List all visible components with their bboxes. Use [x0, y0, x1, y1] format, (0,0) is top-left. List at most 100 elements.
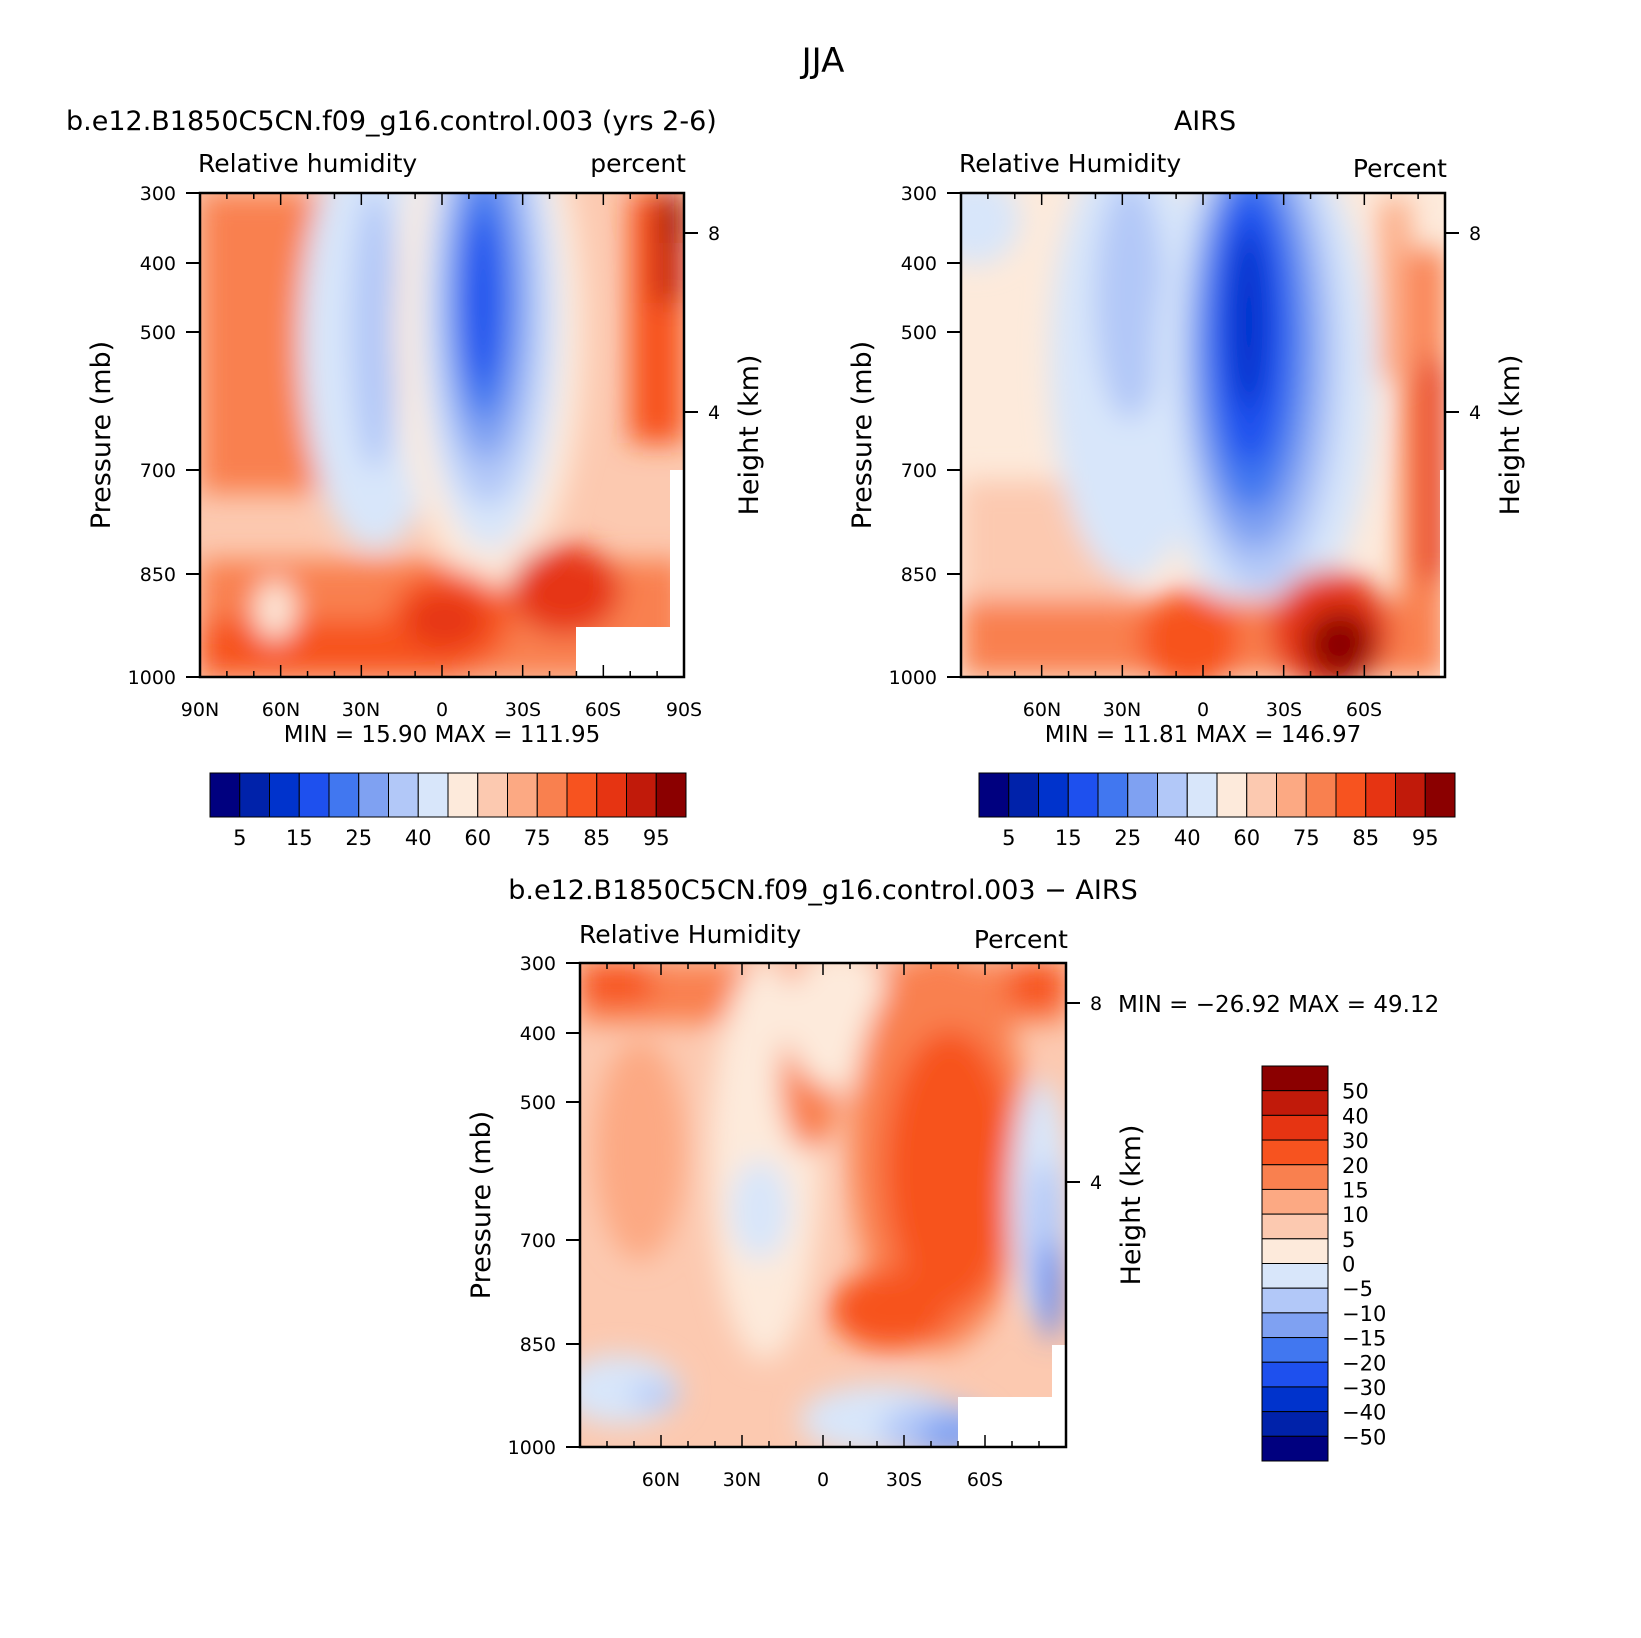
panel-diff-units-label: Percent [974, 925, 1068, 954]
panel-left-ytick-500: 500 [140, 322, 176, 344]
panel-right-ytick-850: 850 [901, 564, 937, 586]
panel-left-xtick-0: 0 [436, 699, 448, 721]
panel-left-xtick-60n: 60N [262, 699, 300, 721]
panel-diff-colorbar-swatch [1261, 1312, 1329, 1339]
panel-diff-colorbar-label: −20 [1342, 1351, 1386, 1375]
panel-left-ytick-1000: 1000 [128, 667, 176, 689]
panel-diff-colorbar-label: −40 [1342, 1401, 1386, 1425]
panel-left-colorbar-swatch [269, 772, 300, 818]
panel-difference: b.e12.B1850C5CN.f09_g16.control.003 − AI… [466, 875, 1439, 1491]
panel-diff-xtick-60n: 60N [642, 1469, 680, 1491]
panel-left-colorbar-label: 15 [286, 826, 313, 850]
panel-left-model: b.e12.B1850C5CN.f09_g16.control.003 (yrs… [66, 106, 765, 850]
panel-right-colorbar-swatch [1067, 772, 1099, 818]
panel-left-colorbar: 5 15 25 40 60 75 85 95 [209, 772, 687, 850]
panel-diff-ytick-700: 700 [520, 1230, 556, 1252]
panel-right-colorbar-swatch [1395, 772, 1426, 818]
panel-diff-colorbar-swatch [1261, 1337, 1329, 1363]
panel-diff-colorbar-swatch [1261, 1263, 1329, 1289]
panel-right-colorbar-swatch [1127, 772, 1158, 818]
panel-diff-colorbar-swatch [1261, 1386, 1329, 1413]
panel-right-y2tick-4: 4 [1469, 402, 1481, 424]
panel-diff-colorbar-swatch [1261, 1065, 1329, 1092]
panel-left-colorbar-swatch [536, 772, 568, 818]
page-title: JJA [800, 41, 845, 81]
panel-left-y2tick-4: 4 [708, 402, 720, 424]
panel-diff-colorbar-swatch [1261, 1361, 1329, 1388]
panel-diff-y-ticks: 300 400 500 700 850 1000 [508, 953, 580, 1459]
panel-left-colorbar-swatch [655, 772, 687, 818]
panel-left-y2-axis-label: Height (km) [734, 355, 765, 516]
panel-right-variable-label: Relative Humidity [959, 149, 1181, 178]
panel-diff-colorbar-label: 50 [1342, 1080, 1369, 1104]
panel-diff-colorbar-swatch [1261, 1164, 1329, 1190]
panel-right-colorbar-label: 40 [1174, 826, 1201, 850]
panel-left-ytick-850: 850 [140, 564, 176, 586]
panel-diff-title: b.e12.B1850C5CN.f09_g16.control.003 − AI… [508, 875, 1137, 906]
panel-diff-colorbar-swatch [1261, 1213, 1329, 1240]
panel-diff-ytick-500: 500 [520, 1092, 556, 1114]
panel-diff-colorbar-label: −30 [1342, 1376, 1386, 1400]
panel-diff-y2-axis-label: Height (km) [1116, 1125, 1147, 1286]
panel-right-colorbar-label: 15 [1055, 826, 1082, 850]
panel-right-xtick-60s: 60S [1346, 699, 1382, 721]
panel-right-ytick-300: 300 [901, 183, 937, 205]
panel-left-ytick-300: 300 [140, 183, 176, 205]
panel-left-colorbar-label: 85 [583, 826, 610, 850]
panel-right-xtick-30s: 30S [1266, 699, 1302, 721]
panel-left-colorbar-swatch [239, 772, 270, 818]
panel-diff-colorbar-label: −5 [1342, 1277, 1373, 1301]
panel-right-colorbar-swatch [1008, 772, 1039, 818]
panel-diff-colorbar-label: 5 [1342, 1228, 1355, 1252]
panel-right-xtick-60n: 60N [1023, 699, 1061, 721]
panel-diff-colorbar-swatch [1261, 1411, 1329, 1437]
panel-diff-colorbar-label: 15 [1342, 1178, 1369, 1202]
panel-left-colorbar-label: 60 [464, 826, 491, 850]
panel-diff-colorbar-label: −10 [1342, 1302, 1386, 1326]
panel-diff-colorbar-swatch [1261, 1188, 1329, 1215]
panel-diff-colorbar-label: −15 [1342, 1327, 1386, 1351]
panel-left-colorbar-swatch [626, 772, 657, 818]
panel-right-ytick-1000: 1000 [889, 667, 937, 689]
panel-left-xtick-30n: 30N [342, 699, 380, 721]
panel-right-colorbar-swatch [1276, 772, 1307, 818]
panel-right-colorbar-label: 95 [1412, 826, 1439, 850]
panel-right-colorbar-label: 25 [1114, 826, 1141, 850]
panel-diff-colorbar-label: 10 [1342, 1203, 1369, 1227]
panel-diff-ytick-850: 850 [520, 1334, 556, 1356]
panel-left-colorbar-swatch [477, 772, 508, 818]
panel-right-y2-axis-label: Height (km) [1495, 355, 1526, 516]
panel-right-colorbar-label: 5 [1002, 826, 1015, 850]
panel-diff-y2-ticks: 8 4 [1066, 993, 1102, 1194]
panel-left-y-axis-label: Pressure (mb) [86, 341, 117, 529]
panel-diff-colorbar-swatch [1261, 1139, 1329, 1166]
panel-right-colorbar-swatch [1305, 772, 1337, 818]
panel-right-colorbar-swatch [1424, 772, 1456, 818]
panel-diff-colorbar-swatch [1261, 1435, 1329, 1462]
panel-left-xtick-30s: 30S [505, 699, 541, 721]
panel-left-colorbar-swatch [328, 772, 360, 818]
panel-left-colorbar-label: 25 [345, 826, 372, 850]
panel-left-colorbar-swatch [388, 772, 419, 818]
panel-left-variable-label: Relative humidity [198, 149, 417, 178]
panel-diff-colorbar-label: 20 [1342, 1154, 1369, 1178]
panel-diff-y2tick-4: 4 [1090, 1172, 1102, 1194]
panel-right-colorbar-swatch [1246, 772, 1277, 818]
panel-diff-field [580, 963, 1066, 1447]
panel-right-field [961, 193, 1445, 677]
panel-right-obs: AIRS Relative Humidity Percent [847, 106, 1526, 850]
panel-right-title: AIRS [1174, 106, 1236, 137]
panel-right-ytick-700: 700 [901, 460, 937, 482]
panel-left-colorbar-swatch [358, 772, 389, 818]
panel-diff-colorbar-label: −50 [1342, 1425, 1386, 1449]
panel-right-xtick-0: 0 [1197, 699, 1209, 721]
panel-right-y2-ticks: 8 4 [1445, 223, 1481, 424]
panel-right-colorbar-swatch [978, 772, 1010, 818]
panel-diff-xtick-0: 0 [817, 1469, 829, 1491]
panel-left-xtick-90n: 90N [181, 699, 219, 721]
panel-right-y-ticks: 300 400 500 700 850 1000 [889, 183, 961, 689]
panel-left-y-ticks: 300 400 500 700 850 1000 [128, 183, 200, 689]
panel-right-ytick-400: 400 [901, 253, 937, 275]
panel-left-y2tick-8: 8 [708, 223, 720, 245]
